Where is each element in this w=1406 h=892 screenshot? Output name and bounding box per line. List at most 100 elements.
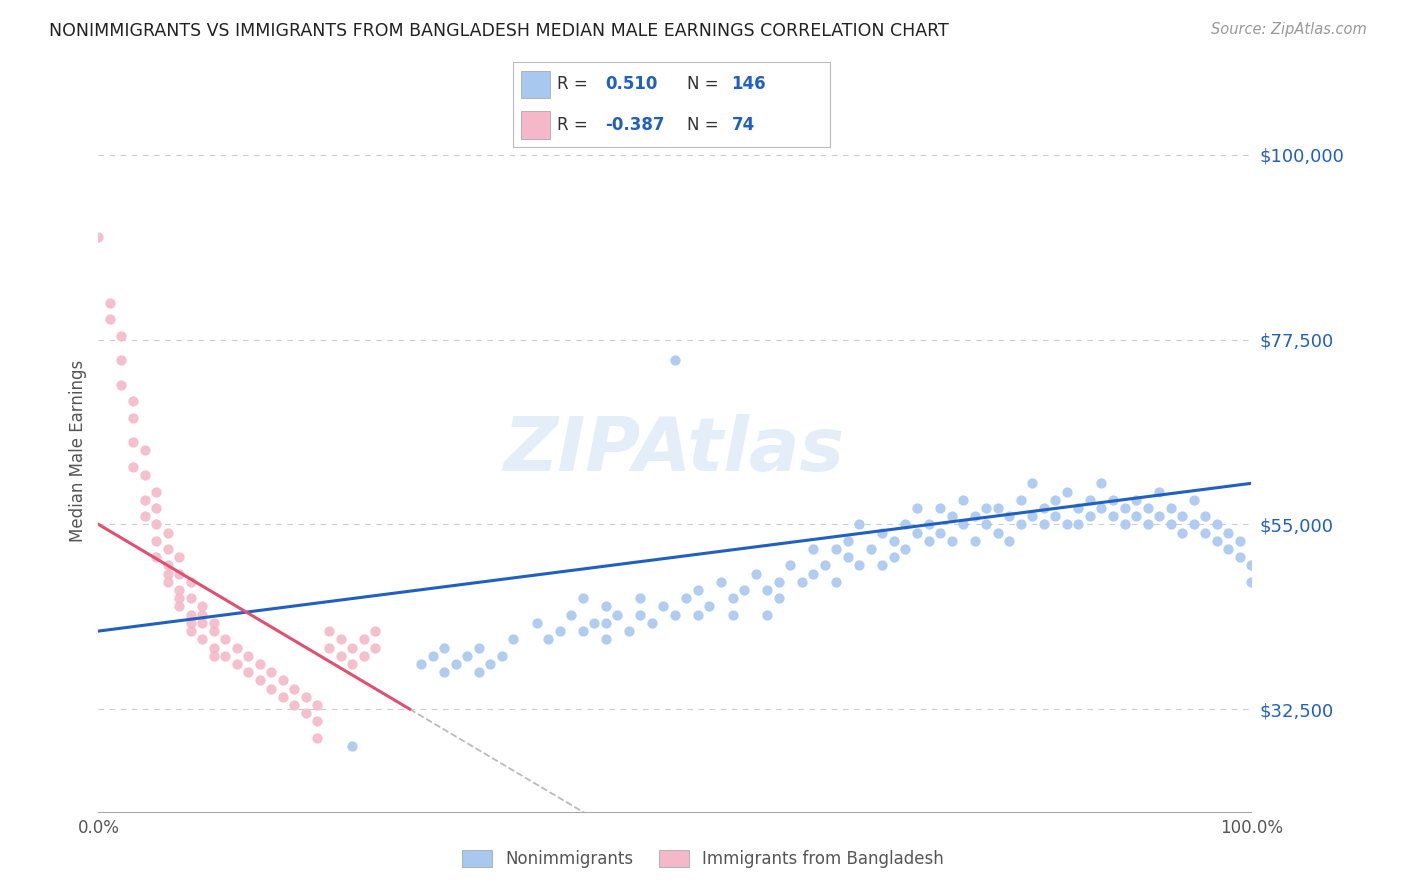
Point [1182, 492, 1205, 507]
Text: N =: N = [688, 76, 718, 94]
Point [756, 582, 779, 597]
Point [710, 574, 733, 589]
Point [156, 566, 179, 581]
Point [1045, 492, 1067, 507]
Point [479, 657, 502, 671]
Point [134, 492, 156, 507]
Point [733, 582, 755, 597]
Point [595, 632, 617, 647]
Point [260, 681, 283, 696]
Point [98, 312, 121, 326]
Point [180, 615, 202, 630]
Point [987, 500, 1010, 515]
Point [768, 591, 790, 606]
Point [87, 230, 110, 244]
Point [1102, 509, 1125, 524]
Point [260, 665, 283, 680]
Point [225, 657, 247, 671]
Point [318, 624, 340, 639]
Point [814, 558, 837, 573]
Point [883, 550, 905, 565]
Point [122, 394, 145, 409]
Point [952, 492, 974, 507]
Point [202, 640, 225, 655]
Point [134, 468, 156, 483]
Point [917, 517, 939, 532]
Point [1125, 509, 1147, 524]
Point [628, 591, 651, 606]
Point [1205, 517, 1227, 532]
Point [214, 648, 236, 663]
Point [1218, 525, 1240, 540]
Point [744, 566, 766, 581]
Point [837, 550, 859, 565]
Point [1240, 574, 1263, 589]
Point [156, 574, 179, 589]
Point [214, 632, 236, 647]
Point [145, 517, 167, 532]
Point [456, 648, 478, 663]
Point [686, 607, 709, 622]
Point [686, 582, 709, 597]
Point [1056, 484, 1078, 499]
Point [307, 698, 329, 712]
Point [1125, 492, 1147, 507]
Point [318, 640, 340, 655]
Point [271, 690, 294, 704]
Point [848, 558, 870, 573]
Point [1136, 500, 1159, 515]
Point [929, 500, 952, 515]
Point [1194, 525, 1216, 540]
Text: R =: R = [557, 116, 588, 134]
Point [283, 681, 305, 696]
Text: ZIPAtlas: ZIPAtlas [505, 414, 845, 487]
Point [491, 648, 513, 663]
Point [180, 574, 202, 589]
Point [583, 615, 606, 630]
Point [1136, 517, 1159, 532]
Text: Source: ZipAtlas.com: Source: ZipAtlas.com [1211, 22, 1367, 37]
Point [560, 607, 582, 622]
Point [779, 558, 801, 573]
Point [606, 607, 628, 622]
Point [917, 533, 939, 548]
Point [295, 706, 318, 721]
Point [167, 599, 190, 614]
Point [145, 500, 167, 515]
Point [411, 657, 433, 671]
Point [628, 607, 651, 622]
Point [1010, 517, 1032, 532]
Point [1102, 492, 1125, 507]
Point [1010, 492, 1032, 507]
Point [905, 500, 928, 515]
Point [249, 673, 271, 688]
Point [422, 648, 444, 663]
Point [433, 665, 456, 680]
Point [353, 632, 375, 647]
Point [145, 550, 167, 565]
Point [156, 541, 179, 556]
Point [145, 533, 167, 548]
Point [180, 607, 202, 622]
Point [1171, 509, 1194, 524]
Point [1067, 500, 1090, 515]
Point [595, 599, 617, 614]
Text: NONIMMIGRANTS VS IMMIGRANTS FROM BANGLADESH MEDIAN MALE EARNINGS CORRELATION CHA: NONIMMIGRANTS VS IMMIGRANTS FROM BANGLAD… [49, 22, 949, 40]
Point [1114, 500, 1136, 515]
Point [1021, 476, 1043, 491]
Point [202, 648, 225, 663]
Point [1078, 492, 1101, 507]
Point [1090, 500, 1112, 515]
Point [664, 607, 686, 622]
Text: 74: 74 [731, 116, 755, 134]
Point [1182, 517, 1205, 532]
Point [1218, 541, 1240, 556]
Text: -0.387: -0.387 [605, 116, 665, 134]
Point [1171, 525, 1194, 540]
Point [1229, 533, 1251, 548]
Point [1021, 509, 1043, 524]
Point [167, 582, 190, 597]
FancyBboxPatch shape [513, 62, 830, 147]
Point [963, 509, 986, 524]
Point [664, 353, 686, 368]
